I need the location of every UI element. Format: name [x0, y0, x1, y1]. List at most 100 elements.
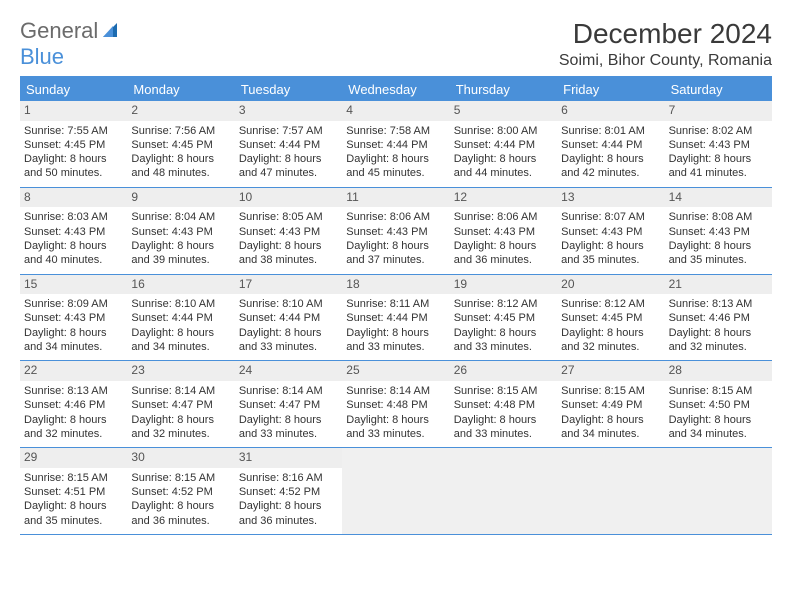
- daylight-text: Daylight: 8 hours: [239, 152, 338, 166]
- day-cell: 2Sunrise: 7:56 AMSunset: 4:45 PMDaylight…: [127, 101, 234, 187]
- sunset-text: Sunset: 4:49 PM: [561, 398, 660, 412]
- day-number: 17: [235, 275, 342, 295]
- page-title: December 2024: [559, 18, 772, 50]
- day-number: 30: [127, 448, 234, 468]
- sunrise-text: Sunrise: 8:15 AM: [454, 384, 553, 398]
- daylight-text: and 34 minutes.: [131, 340, 230, 354]
- sunrise-text: Sunrise: 8:14 AM: [131, 384, 230, 398]
- day-number: 23: [127, 361, 234, 381]
- day-cell: [665, 448, 772, 534]
- week-row: 29Sunrise: 8:15 AMSunset: 4:51 PMDayligh…: [20, 448, 772, 535]
- day-cell: 30Sunrise: 8:15 AMSunset: 4:52 PMDayligh…: [127, 448, 234, 534]
- daylight-text: and 35 minutes.: [561, 253, 660, 267]
- daylight-text: Daylight: 8 hours: [24, 413, 123, 427]
- daylight-text: and 40 minutes.: [24, 253, 123, 267]
- daylight-text: Daylight: 8 hours: [454, 413, 553, 427]
- dow-header-row: Sunday Monday Tuesday Wednesday Thursday…: [20, 78, 772, 101]
- day-number: 29: [20, 448, 127, 468]
- sunset-text: Sunset: 4:44 PM: [131, 311, 230, 325]
- sunset-text: Sunset: 4:52 PM: [131, 485, 230, 499]
- dow-sunday: Sunday: [20, 78, 127, 101]
- sunset-text: Sunset: 4:45 PM: [561, 311, 660, 325]
- day-cell: 5Sunrise: 8:00 AMSunset: 4:44 PMDaylight…: [450, 101, 557, 187]
- sunrise-text: Sunrise: 7:57 AM: [239, 124, 338, 138]
- day-cell: 16Sunrise: 8:10 AMSunset: 4:44 PMDayligh…: [127, 275, 234, 361]
- sunset-text: Sunset: 4:43 PM: [24, 225, 123, 239]
- sunset-text: Sunset: 4:48 PM: [346, 398, 445, 412]
- daylight-text: Daylight: 8 hours: [131, 152, 230, 166]
- day-number: 19: [450, 275, 557, 295]
- week-row: 1Sunrise: 7:55 AMSunset: 4:45 PMDaylight…: [20, 101, 772, 188]
- day-number: 8: [20, 188, 127, 208]
- daylight-text: and 38 minutes.: [239, 253, 338, 267]
- daylight-text: Daylight: 8 hours: [561, 239, 660, 253]
- brand-sail-icon: [103, 22, 121, 43]
- dow-saturday: Saturday: [665, 78, 772, 101]
- week-row: 8Sunrise: 8:03 AMSunset: 4:43 PMDaylight…: [20, 188, 772, 275]
- daylight-text: and 42 minutes.: [561, 166, 660, 180]
- day-cell: 24Sunrise: 8:14 AMSunset: 4:47 PMDayligh…: [235, 361, 342, 447]
- sunrise-text: Sunrise: 8:03 AM: [24, 210, 123, 224]
- day-cell: 12Sunrise: 8:06 AMSunset: 4:43 PMDayligh…: [450, 188, 557, 274]
- daylight-text: Daylight: 8 hours: [561, 326, 660, 340]
- sunrise-text: Sunrise: 8:14 AM: [346, 384, 445, 398]
- sunrise-text: Sunrise: 8:10 AM: [131, 297, 230, 311]
- sunset-text: Sunset: 4:45 PM: [24, 138, 123, 152]
- sunset-text: Sunset: 4:43 PM: [131, 225, 230, 239]
- sunrise-text: Sunrise: 8:14 AM: [239, 384, 338, 398]
- sunrise-text: Sunrise: 8:15 AM: [24, 471, 123, 485]
- sunrise-text: Sunrise: 8:12 AM: [561, 297, 660, 311]
- daylight-text: and 36 minutes.: [239, 514, 338, 528]
- day-number: 6: [557, 101, 664, 121]
- day-cell: 20Sunrise: 8:12 AMSunset: 4:45 PMDayligh…: [557, 275, 664, 361]
- daylight-text: Daylight: 8 hours: [454, 239, 553, 253]
- sunrise-text: Sunrise: 8:01 AM: [561, 124, 660, 138]
- sunset-text: Sunset: 4:45 PM: [131, 138, 230, 152]
- day-cell: 14Sunrise: 8:08 AMSunset: 4:43 PMDayligh…: [665, 188, 772, 274]
- sunset-text: Sunset: 4:43 PM: [454, 225, 553, 239]
- daylight-text: Daylight: 8 hours: [131, 239, 230, 253]
- dow-thursday: Thursday: [450, 78, 557, 101]
- day-cell: 26Sunrise: 8:15 AMSunset: 4:48 PMDayligh…: [450, 361, 557, 447]
- daylight-text: Daylight: 8 hours: [454, 326, 553, 340]
- daylight-text: and 32 minutes.: [669, 340, 768, 354]
- sunrise-text: Sunrise: 8:13 AM: [24, 384, 123, 398]
- day-number: 3: [235, 101, 342, 121]
- day-number: 2: [127, 101, 234, 121]
- sunset-text: Sunset: 4:50 PM: [669, 398, 768, 412]
- day-cell: [342, 448, 449, 534]
- sunset-text: Sunset: 4:48 PM: [454, 398, 553, 412]
- sunset-text: Sunset: 4:44 PM: [346, 138, 445, 152]
- sunset-text: Sunset: 4:44 PM: [239, 138, 338, 152]
- day-cell: [557, 448, 664, 534]
- location-text: Soimi, Bihor County, Romania: [559, 52, 772, 70]
- day-number: 13: [557, 188, 664, 208]
- day-cell: 22Sunrise: 8:13 AMSunset: 4:46 PMDayligh…: [20, 361, 127, 447]
- daylight-text: and 33 minutes.: [454, 427, 553, 441]
- calendar: Sunday Monday Tuesday Wednesday Thursday…: [20, 76, 772, 535]
- daylight-text: Daylight: 8 hours: [669, 239, 768, 253]
- header: General Blue December 2024 Soimi, Bihor …: [20, 18, 772, 70]
- day-number: 9: [127, 188, 234, 208]
- day-number: 15: [20, 275, 127, 295]
- daylight-text: and 44 minutes.: [454, 166, 553, 180]
- sunrise-text: Sunrise: 8:15 AM: [669, 384, 768, 398]
- daylight-text: Daylight: 8 hours: [239, 326, 338, 340]
- day-number: 1: [20, 101, 127, 121]
- sunrise-text: Sunrise: 8:15 AM: [561, 384, 660, 398]
- day-cell: 29Sunrise: 8:15 AMSunset: 4:51 PMDayligh…: [20, 448, 127, 534]
- day-cell: 10Sunrise: 8:05 AMSunset: 4:43 PMDayligh…: [235, 188, 342, 274]
- sunset-text: Sunset: 4:44 PM: [561, 138, 660, 152]
- day-cell: 11Sunrise: 8:06 AMSunset: 4:43 PMDayligh…: [342, 188, 449, 274]
- daylight-text: Daylight: 8 hours: [669, 326, 768, 340]
- daylight-text: and 45 minutes.: [346, 166, 445, 180]
- daylight-text: and 32 minutes.: [561, 340, 660, 354]
- day-cell: [450, 448, 557, 534]
- sunrise-text: Sunrise: 8:04 AM: [131, 210, 230, 224]
- daylight-text: and 33 minutes.: [239, 340, 338, 354]
- day-cell: 19Sunrise: 8:12 AMSunset: 4:45 PMDayligh…: [450, 275, 557, 361]
- daylight-text: and 41 minutes.: [669, 166, 768, 180]
- day-number: 11: [342, 188, 449, 208]
- sunrise-text: Sunrise: 8:12 AM: [454, 297, 553, 311]
- day-cell: 13Sunrise: 8:07 AMSunset: 4:43 PMDayligh…: [557, 188, 664, 274]
